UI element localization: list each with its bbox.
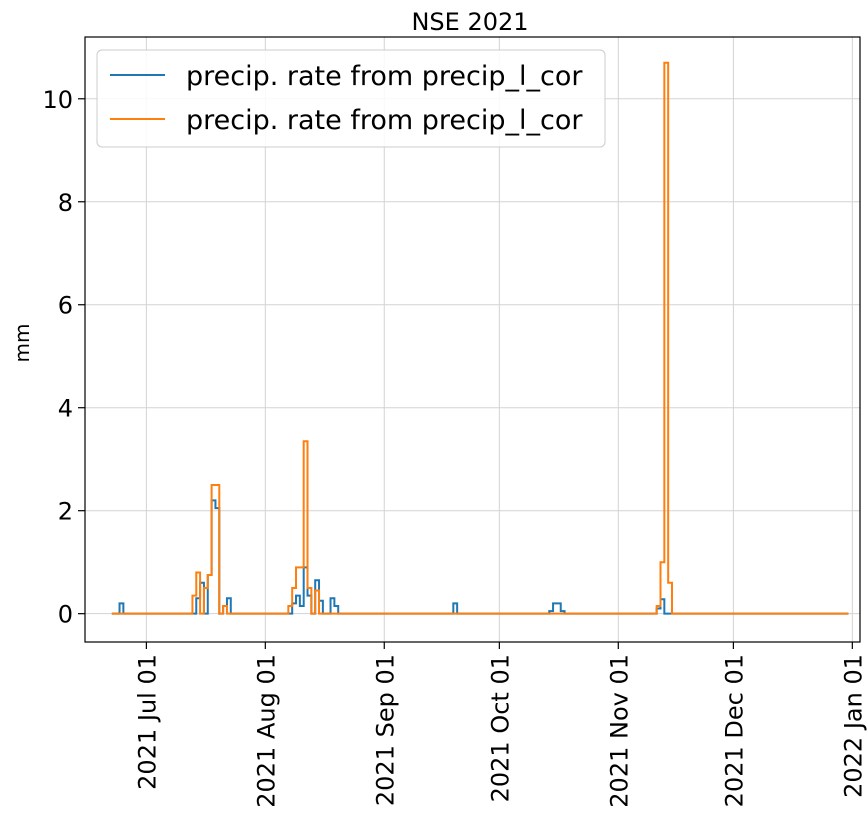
y-axis: 0 2 4 6 8 10: [42, 86, 85, 629]
y-tick-label: 10: [42, 86, 73, 114]
y-tick-label: 0: [58, 601, 73, 629]
x-tick-label: 2021 Oct 01: [486, 654, 514, 802]
series-line-2: [111, 61, 849, 615]
plot-frame: [84, 36, 861, 643]
x-axis: 2021 Jul 01 2021 Aug 01 2021 Sep 01 2021 Oc…: [133, 642, 867, 808]
legend-entry-1: precip. rate from precip_l_cor: [186, 61, 583, 92]
y-tick-label: 8: [58, 189, 73, 217]
chart-title: NSE 2021: [411, 8, 528, 36]
x-tick-label: 2021 Sep 01: [371, 654, 399, 806]
y-tick-label: 4: [58, 395, 73, 423]
x-tick-label: 2021 Nov 01: [605, 654, 633, 808]
legend-entry-2: precip. rate from precip_l_cor: [186, 105, 583, 136]
x-tick-label: 2021 Aug 01: [252, 654, 280, 808]
legend: precip. rate from precip_l_cor precip. r…: [96, 49, 606, 148]
plot-series: [111, 61, 849, 615]
y-axis-label: mm: [10, 324, 34, 363]
x-tick-label: 2021 Jul 01: [133, 654, 161, 790]
legend-box: [96, 49, 606, 148]
x-tick-label: 2022 Jan 01: [839, 654, 867, 798]
y-tick-label: 6: [58, 292, 73, 320]
y-tick-label: 2: [58, 498, 73, 526]
x-tick-label: 2021 Dec 01: [720, 654, 748, 807]
